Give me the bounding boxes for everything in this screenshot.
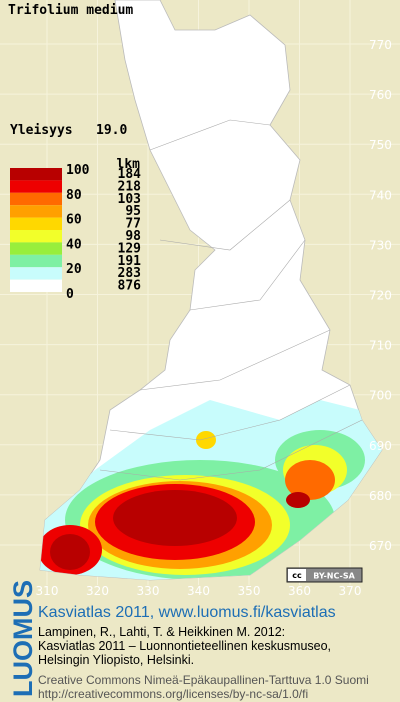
grid-label: 340	[187, 584, 210, 598]
headline: Kasviatlas 2011, www.luomus.fi/kasviatla…	[38, 604, 336, 621]
grid-label: 680	[369, 489, 392, 503]
legend-swatch	[10, 180, 62, 193]
grid-label: 330	[137, 584, 160, 598]
grid-label: 760	[369, 88, 392, 102]
legend-swatch	[10, 168, 62, 181]
license-badge: cc BY-NC-SA	[286, 567, 363, 583]
title: Trifolium medium	[8, 3, 133, 18]
legend-count: 191	[118, 254, 142, 269]
grid-label: 700	[369, 389, 392, 403]
grid-label: 360	[288, 584, 311, 598]
legend-swatch	[10, 192, 62, 206]
cc-icon: cc	[292, 571, 302, 580]
grid-label: 770	[369, 38, 392, 52]
region-borders	[99, 119, 363, 481]
legend-swatch	[10, 205, 62, 218]
legend-scale-label: 100	[66, 163, 90, 178]
license-badge-text: BY-NC-SA	[313, 572, 355, 581]
legend-scale-label: 60	[66, 213, 82, 228]
citation-line: Lampinen, R., Lahti, T. & Heikkinen M. 2…	[38, 625, 285, 639]
legend-swatch	[10, 254, 62, 268]
logo: LUOMUS	[8, 580, 38, 697]
legend-count: 218	[118, 179, 142, 194]
legend-count: 876	[118, 279, 142, 294]
occurrence-layer	[40, 400, 382, 580]
grid-label: 690	[369, 439, 392, 453]
license-line: Creative Commons Nimeä-Epäkaupallinen-Ta…	[38, 673, 369, 687]
grid-label: 730	[369, 238, 392, 252]
legend-scale-label: 80	[66, 188, 82, 203]
legend-count: 103	[118, 192, 141, 207]
grid-label: 670	[369, 539, 392, 553]
grid-label: 710	[369, 339, 392, 353]
legend-count: 95	[125, 204, 141, 219]
frequency-value: 19.0	[96, 123, 127, 138]
legend-count: 184	[118, 167, 142, 182]
legend-count: 283	[118, 266, 141, 281]
grid-label: 370	[339, 584, 362, 598]
legend-count: 129	[118, 241, 141, 256]
grid-label: 720	[369, 289, 392, 303]
legend-swatch	[10, 230, 62, 243]
legend-swatch	[10, 242, 62, 255]
frequency-label: Yleisyys	[10, 123, 73, 138]
legend-scale-label: 40	[66, 237, 82, 252]
citation-line: Helsingin Yliopisto, Helsinki.	[38, 653, 194, 667]
legend-swatch	[10, 279, 62, 292]
grid-label: 350	[238, 584, 261, 598]
grid-label: 320	[86, 584, 109, 598]
legend-scale-label: 20	[66, 262, 82, 277]
grid-label: 750	[369, 138, 392, 152]
citation-line: Kasviatlas 2011 – Luonnontieteellinen ke…	[38, 639, 331, 653]
legend-count: 77	[125, 217, 141, 232]
license-line: http://creativecommons.org/licenses/by-n…	[38, 687, 308, 701]
legend-header: lkm	[117, 157, 141, 172]
grid-label: 740	[369, 188, 392, 202]
legend-scale-label: 0	[66, 287, 74, 302]
legend-swatch	[10, 217, 62, 230]
legend-swatch	[10, 267, 62, 280]
legend-count: 98	[125, 229, 141, 244]
grid-label: 310	[36, 584, 59, 598]
